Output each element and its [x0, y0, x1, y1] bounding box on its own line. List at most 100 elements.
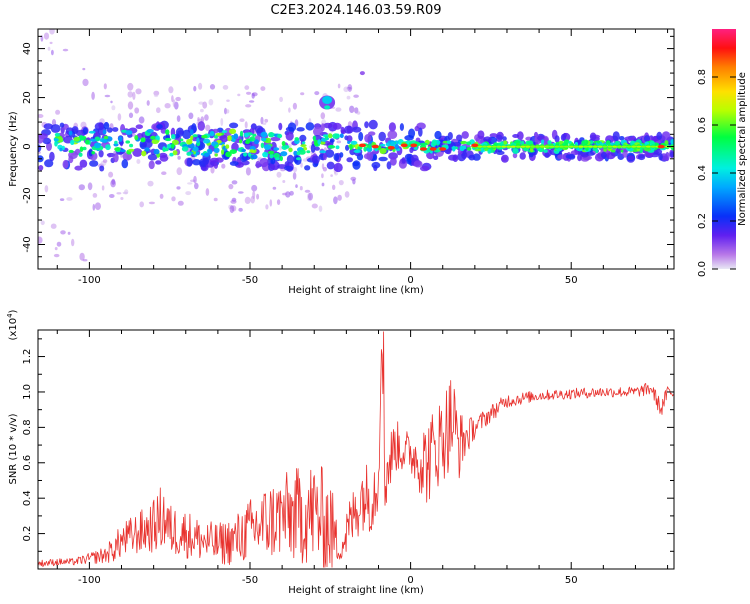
heatmap-cell — [228, 183, 234, 190]
heatmap-cell — [117, 113, 122, 121]
colorbar-tick-label: 0.6 — [697, 117, 708, 133]
heatmap-cell — [192, 159, 201, 166]
heatmap-cell — [189, 129, 194, 136]
heatmap-cell — [229, 161, 239, 166]
heatmap-cell — [225, 151, 232, 158]
heatmap-cell — [147, 154, 158, 161]
heatmap-cell — [159, 155, 169, 162]
heatmap-cell — [91, 91, 95, 100]
heatmap-cell — [300, 92, 305, 96]
heatmap-cell — [128, 148, 135, 152]
heatmap-cell — [350, 176, 357, 181]
heatmap-cell — [285, 191, 291, 198]
heatmap-cell — [510, 145, 516, 148]
heatmap-cell — [225, 109, 230, 114]
heatmap-y-tick-label: -20 — [22, 187, 33, 203]
heatmap-cell — [519, 152, 526, 160]
heatmap-cell — [282, 192, 288, 196]
heatmap-cell — [269, 153, 274, 159]
heatmap-cell — [350, 107, 357, 113]
heatmap-cell — [338, 180, 344, 186]
heatmap-cell — [118, 136, 123, 142]
heatmap-cell — [346, 157, 354, 163]
heatmap-cell — [487, 149, 492, 154]
heatmap-cell — [114, 140, 118, 145]
heatmap-cell — [311, 203, 318, 209]
heatmap-cell — [103, 122, 110, 130]
heatmap-panel: -100 -50 0 50 -40 -20 0 20 40 Height of straight… — [8, 28, 675, 296]
heatmap-cell — [209, 84, 216, 90]
heatmap-cell — [227, 135, 232, 142]
heatmap-cell — [120, 197, 124, 200]
heatmap-cell — [44, 159, 54, 168]
heatmap-cell — [273, 147, 280, 151]
heatmap-cell — [631, 145, 637, 148]
heatmap-cell — [643, 152, 654, 158]
colorbar-tick-label: 0.0 — [697, 261, 708, 277]
colorbar-gradient — [712, 29, 736, 269]
heatmap-cell — [363, 146, 367, 152]
heatmap-cell — [260, 86, 266, 91]
heatmap-cell — [614, 140, 621, 146]
heatmap-cell — [153, 148, 160, 155]
heatmap-cell — [512, 148, 519, 154]
heatmap-cell — [466, 141, 471, 146]
heatmap-cell — [219, 134, 228, 143]
heatmap-cell — [174, 133, 180, 139]
heatmap-x-tick-label: 0 — [407, 275, 413, 286]
heatmap-cell — [245, 104, 252, 108]
heatmap-cell — [54, 138, 59, 142]
heatmap-cell — [73, 136, 80, 142]
heatmap-cell — [260, 116, 264, 125]
heatmap-cell — [91, 151, 95, 155]
heatmap-cell — [329, 138, 335, 143]
heatmap-cell — [101, 139, 108, 143]
heatmap-cell — [544, 145, 550, 148]
heatmap-cell — [388, 152, 398, 160]
heatmap-cell — [213, 197, 218, 202]
heatmap-cell — [471, 143, 479, 148]
heatmap-x-label: Height of straight line (km) — [288, 285, 424, 296]
heatmap-cell — [568, 145, 574, 148]
heatmap-cell — [156, 124, 163, 130]
heatmap-cell — [512, 152, 518, 159]
heatmap-cell — [474, 148, 482, 152]
heatmap-cell — [62, 159, 69, 169]
heatmap-cell — [322, 166, 327, 172]
heatmap-cell — [195, 151, 200, 155]
heatmap-cell — [364, 134, 372, 143]
heatmap-cell — [127, 101, 134, 110]
heatmap-cell — [588, 145, 593, 148]
heatmap-cell — [353, 94, 359, 98]
snr-y-label: SNR (10 * v/v) — [8, 413, 19, 484]
heatmap-cell — [530, 147, 534, 153]
heatmap-cell — [229, 128, 237, 134]
heatmap-cell — [378, 131, 387, 142]
heatmap-cell — [554, 145, 560, 148]
heatmap-cell — [539, 145, 545, 148]
heatmap-cell — [311, 155, 320, 164]
heatmap-cell — [296, 151, 301, 156]
heatmap-cell — [221, 130, 228, 134]
heatmap-cell — [605, 140, 611, 146]
heatmap-cell — [156, 107, 161, 114]
heatmap-cell — [71, 238, 75, 247]
snr-ticks: -100 -50 0 50 0.2 0.4 0.6 0.8 1.0 1.2 — [22, 330, 674, 586]
heatmap-cell — [171, 134, 176, 140]
heatmap-cell — [38, 236, 43, 244]
heatmap-cell — [60, 230, 66, 235]
heatmap-cell — [114, 147, 121, 152]
heatmap-cell — [597, 145, 603, 148]
heatmap-cell — [99, 165, 105, 172]
heatmap-cell — [542, 136, 549, 147]
heatmap-cell — [446, 140, 452, 144]
heatmap-cell — [387, 130, 398, 139]
heatmap-cell — [279, 155, 283, 162]
snr-y-tick-label: 0.2 — [22, 526, 33, 542]
heatmap-cell — [132, 148, 143, 157]
heatmap-cell — [221, 149, 225, 155]
heatmap-cell — [139, 201, 144, 208]
heatmap-cell — [596, 140, 601, 144]
snr-y-tick-label: 1.0 — [22, 384, 33, 400]
